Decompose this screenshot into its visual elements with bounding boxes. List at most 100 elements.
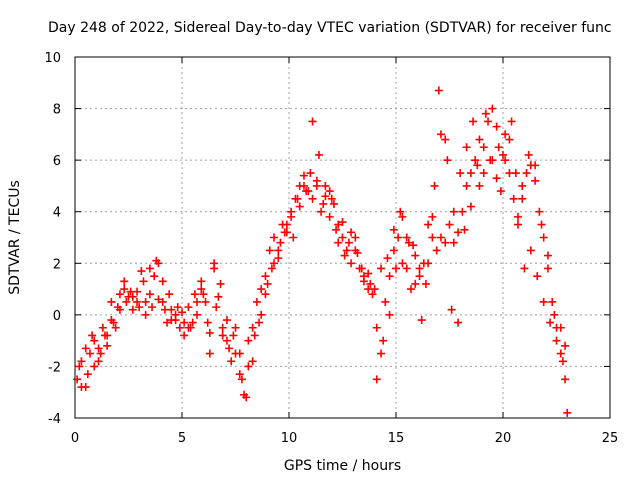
- data-point: [113, 303, 122, 312]
- data-point: [377, 264, 386, 273]
- data-point: [235, 349, 244, 358]
- x-tick-label: 0: [71, 431, 79, 446]
- data-point: [192, 310, 201, 319]
- data-point: [244, 362, 253, 371]
- data-point: [546, 318, 555, 327]
- data-point: [73, 375, 82, 384]
- data-point: [471, 156, 480, 165]
- data-point: [178, 308, 186, 317]
- data-point: [381, 297, 390, 306]
- data-point: [511, 169, 520, 178]
- data-point: [338, 233, 347, 242]
- data-point: [197, 277, 206, 286]
- data-point: [454, 228, 463, 237]
- data-point: [466, 202, 475, 211]
- data-point: [197, 285, 206, 294]
- data-point: [321, 192, 330, 201]
- data-point: [552, 336, 561, 345]
- data-point: [556, 349, 565, 358]
- data-point: [499, 150, 507, 159]
- data-point: [265, 246, 274, 255]
- data-point: [558, 357, 567, 366]
- data-point: [368, 290, 377, 299]
- data-point: [173, 303, 182, 312]
- data-point: [518, 194, 527, 203]
- data-point: [100, 331, 109, 340]
- data-point: [520, 264, 529, 273]
- data-points: [73, 86, 572, 417]
- data-point: [430, 181, 439, 190]
- data-point: [492, 122, 501, 131]
- data-point: [379, 336, 388, 345]
- data-point: [505, 135, 514, 144]
- data-point: [139, 277, 148, 286]
- data-point: [165, 290, 174, 299]
- data-point: [447, 305, 456, 314]
- data-point: [81, 344, 90, 353]
- data-point: [561, 375, 570, 384]
- data-point: [77, 383, 86, 392]
- data-point: [199, 290, 208, 299]
- data-point: [428, 233, 437, 242]
- data-point: [222, 336, 231, 345]
- data-point: [227, 357, 236, 366]
- data-point: [205, 349, 214, 358]
- data-point: [404, 238, 413, 247]
- data-point: [507, 117, 516, 126]
- data-point: [120, 285, 129, 294]
- x-tick-label: 15: [388, 431, 405, 446]
- data-point: [103, 341, 112, 350]
- data-point: [458, 207, 467, 216]
- data-point: [98, 323, 107, 332]
- data-point: [299, 181, 308, 190]
- data-point: [248, 323, 257, 332]
- data-point: [518, 181, 527, 190]
- data-point: [432, 246, 441, 255]
- data-point: [77, 357, 86, 366]
- data-point: [462, 143, 471, 152]
- data-point: [175, 323, 184, 332]
- data-point: [454, 318, 463, 327]
- data-point: [406, 285, 415, 294]
- data-point: [561, 341, 570, 350]
- data-point: [231, 323, 240, 332]
- y-axis: -4 -2 0 2 4 6 8 10: [44, 51, 610, 427]
- x-tick-label: 20: [495, 431, 512, 446]
- data-point: [160, 305, 169, 314]
- data-point: [402, 233, 411, 242]
- data-point: [122, 297, 131, 306]
- data-point: [270, 233, 279, 242]
- data-point: [325, 212, 334, 221]
- data-point: [319, 199, 328, 208]
- data-point: [409, 241, 418, 250]
- x-tick-label: 5: [178, 431, 186, 446]
- data-point: [150, 272, 159, 281]
- data-point: [513, 220, 522, 229]
- data-point: [289, 233, 298, 242]
- data-point: [466, 169, 475, 178]
- data-point: [203, 318, 212, 327]
- data-point: [486, 156, 495, 165]
- data-point: [539, 297, 548, 306]
- data-point: [120, 277, 129, 286]
- data-point: [293, 194, 302, 203]
- data-point: [261, 272, 270, 281]
- data-point: [222, 316, 231, 325]
- data-point: [494, 143, 503, 152]
- data-point: [135, 303, 144, 312]
- x-tick-label: 10: [281, 431, 298, 446]
- data-point: [327, 194, 336, 203]
- data-point: [556, 323, 565, 332]
- data-point: [255, 318, 264, 327]
- data-point: [210, 259, 219, 268]
- y-tick-label: 2: [53, 257, 61, 272]
- data-point: [415, 264, 424, 273]
- data-point: [338, 218, 347, 227]
- data-point: [171, 316, 180, 325]
- data-point: [539, 233, 548, 242]
- data-point: [441, 135, 450, 144]
- data-point: [411, 279, 420, 288]
- y-tick-label: -2: [48, 360, 61, 375]
- data-point: [488, 104, 497, 113]
- data-point: [141, 310, 150, 319]
